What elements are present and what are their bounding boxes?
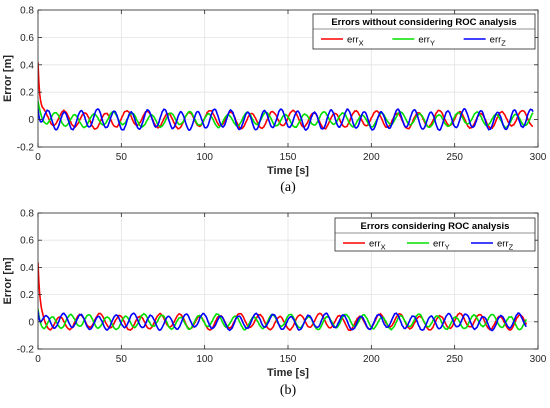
x-tick-label: 100 <box>196 152 213 163</box>
y-tick-label: 0.6 <box>20 33 34 44</box>
chart-panel-b: 0 50 100 150 200 250 300-0.200.20.40.60.8Time … <box>2 209 547 399</box>
x-axis-label: Time [s] <box>267 165 309 177</box>
series-line-err-z <box>38 107 534 132</box>
y-tick-label: 0.4 <box>20 60 34 71</box>
x-tick-label: 0 <box>35 152 41 163</box>
legend-label-err-z: errZ <box>490 35 507 48</box>
x-tick-label: 300 <box>530 152 547 163</box>
legend-label-err-y: errY <box>433 239 450 252</box>
legend-label-err-x: errX <box>369 239 386 252</box>
chart-panel-a: 0 50 100 150 200 250 300-0.200.20.40.60.8Time … <box>2 6 547 196</box>
x-tick-label: 250 <box>446 152 463 163</box>
y-tick-label: 0 <box>28 115 34 126</box>
legend: Errors without considering ROC analysis e… <box>312 13 536 50</box>
x-tick-label: 0 <box>35 354 41 365</box>
legend-label-base: err <box>369 239 381 250</box>
y-axis-label: Error [m] <box>2 257 14 304</box>
x-tick-label: 200 <box>363 152 380 163</box>
x-tick-label: 250 <box>446 354 463 365</box>
legend-title: Errors without considering ROC analysis <box>331 17 516 28</box>
y-tick-label: 0.4 <box>20 263 34 274</box>
legend-label-subscript: Y <box>430 39 435 48</box>
x-tick-label: 50 <box>116 354 128 365</box>
legend-label-base: err <box>347 35 359 46</box>
legend-label-err-z: errZ <box>497 239 514 252</box>
x-tick-label: 150 <box>280 354 297 365</box>
legend-label-base: err <box>418 35 430 46</box>
legend-label-subscript: Y <box>445 243 450 252</box>
legend-label-err-y: errY <box>418 35 435 48</box>
x-tick-label: 50 <box>116 152 128 163</box>
legend-title: Errors considering ROC analysis <box>361 221 510 232</box>
series-line-err-y <box>38 308 528 331</box>
y-tick-label: 0.2 <box>20 88 34 99</box>
x-tick-label: 300 <box>530 354 547 365</box>
legend-label-subscript: Z <box>509 243 514 252</box>
x-axis-label: Time [s] <box>267 367 309 379</box>
y-tick-label: -0.2 <box>17 143 35 154</box>
legend-label-base: err <box>490 35 502 46</box>
y-tick-label: -0.2 <box>17 345 35 356</box>
legend-label-subscript: Z <box>501 39 506 48</box>
legend-label-base: err <box>497 239 509 250</box>
legend-box <box>334 217 536 252</box>
legend-label-err-x: errX <box>347 35 364 48</box>
y-tick-label: 0 <box>28 317 34 328</box>
x-tick-label: 150 <box>280 152 297 163</box>
legend-label-base: err <box>433 239 445 250</box>
y-tick-label: 0.2 <box>20 290 34 301</box>
series-line-err-y <box>38 100 534 129</box>
x-tick-label: 100 <box>196 354 213 365</box>
y-tick-label: 0.8 <box>20 6 34 17</box>
series-line-err-x <box>38 262 528 332</box>
y-tick-label: 0.6 <box>20 236 34 247</box>
y-axis-label: Error [m] <box>2 55 14 102</box>
legend-box <box>312 13 536 50</box>
legend-label-subscript: X <box>381 243 386 252</box>
x-tick-label: 200 <box>363 354 380 365</box>
panel-label: (a) <box>280 180 296 195</box>
legend-label-subscript: X <box>359 39 364 48</box>
panel-label: (b) <box>280 383 297 398</box>
series-line-err-z <box>38 310 527 332</box>
y-tick-label: 0.8 <box>20 209 34 220</box>
